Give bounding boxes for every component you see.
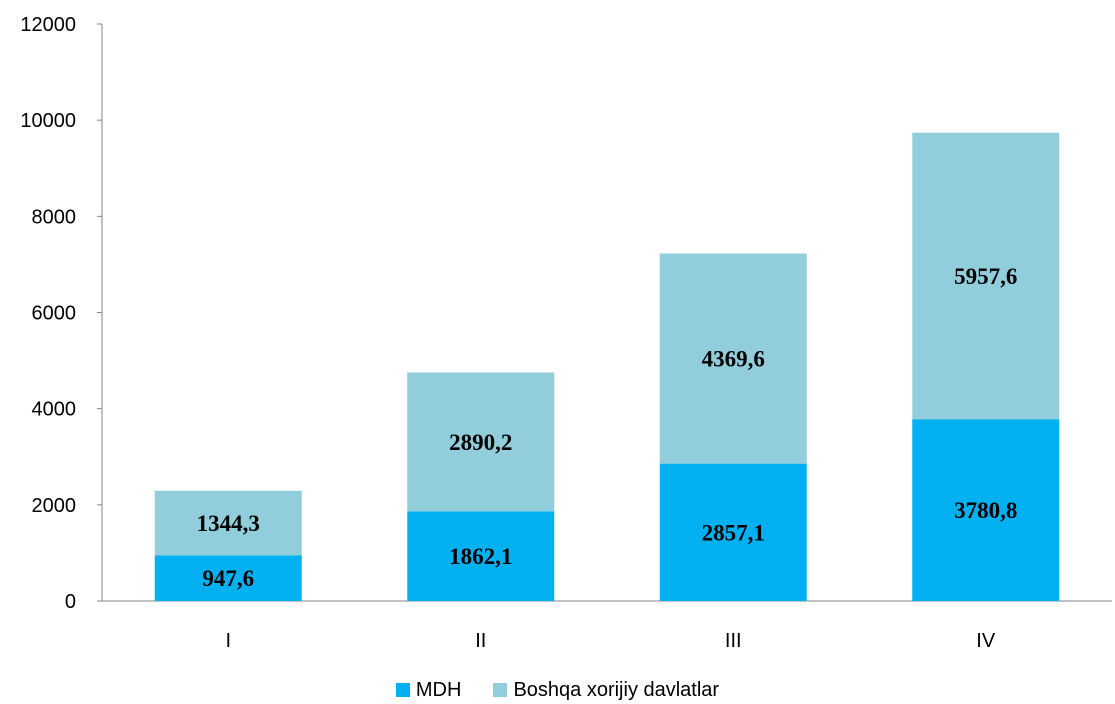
x-tick-label: II bbox=[475, 630, 486, 652]
y-tick-label: 8000 bbox=[32, 206, 77, 228]
y-tick-label: 0 bbox=[65, 591, 76, 613]
bar-segment-boshqa bbox=[154, 490, 302, 556]
legend-swatch-mdh bbox=[395, 683, 410, 697]
legend-item-mdh: MDH bbox=[395, 678, 462, 702]
legend-label-boshqa: Boshqa xorijiy davlatlar bbox=[513, 678, 720, 701]
bar-segment-mdh bbox=[154, 555, 302, 601]
y-tick-label: 2000 bbox=[32, 495, 77, 517]
bar-segment-boshqa bbox=[912, 132, 1060, 420]
y-tick-label: 4000 bbox=[32, 399, 77, 421]
data-labels: 947,6 1344,3 1862,1 2890,2 2857,1 4369,6 3780,… bbox=[197, 264, 1018, 591]
legend-label-mdh: MDH bbox=[415, 678, 462, 701]
bar-segment-mdh bbox=[912, 419, 1060, 601]
data-label: 5957,6 bbox=[954, 264, 1017, 289]
x-tick-label: III bbox=[725, 630, 742, 652]
y-tick-label: 10000 bbox=[20, 110, 76, 132]
data-label: 1344,3 bbox=[197, 511, 260, 536]
data-label: 2890,2 bbox=[449, 430, 512, 455]
bars bbox=[154, 132, 1060, 601]
bar-segment-mdh bbox=[407, 511, 555, 601]
legend: MDH Boshqa xorijiy davlatlar bbox=[0, 676, 1115, 704]
x-tick-label: I bbox=[225, 630, 231, 652]
data-label: 4369,6 bbox=[702, 347, 765, 372]
data-label: 2857,1 bbox=[702, 520, 765, 545]
data-label: 947,6 bbox=[202, 566, 254, 591]
y-axis: 0 2000 4000 6000 8000 10000 12000 bbox=[20, 14, 103, 613]
x-tick-label: IV bbox=[976, 630, 996, 652]
x-axis: I II III IV bbox=[102, 600, 1112, 652]
bar-segment-mdh bbox=[659, 463, 807, 601]
legend-swatch-boshqa bbox=[493, 683, 508, 697]
bar-segment-boshqa bbox=[659, 253, 807, 464]
y-tick-label: 6000 bbox=[32, 303, 77, 325]
legend-item-boshqa: Boshqa xorijiy davlatlar bbox=[493, 679, 719, 702]
data-label: 3780,8 bbox=[954, 498, 1017, 523]
y-tick-label: 12000 bbox=[20, 14, 76, 36]
data-label: 1862,1 bbox=[449, 544, 512, 569]
bar-segment-boshqa bbox=[407, 372, 555, 512]
